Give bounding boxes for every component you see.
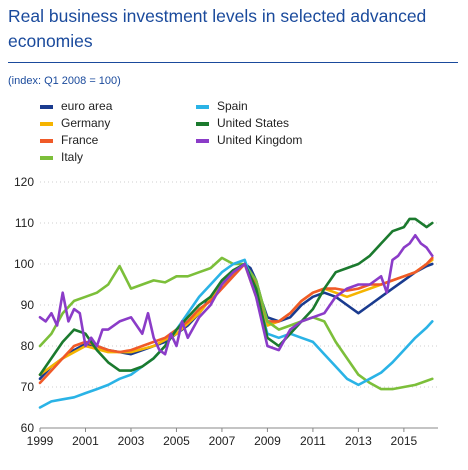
legend-swatch-united-kingdom [196, 138, 209, 143]
chart-subtitle: (index: Q1 2008 = 100) [8, 75, 121, 87]
legend-item-germany: Germany [40, 115, 112, 132]
legend-item-spain: Spain [196, 98, 302, 115]
x-tick-label-2007: 2007 [209, 434, 236, 448]
x-tick-label-2013: 2013 [345, 434, 372, 448]
y-tick-label-70: 70 [21, 380, 35, 394]
x-tick-label-2001: 2001 [72, 434, 99, 448]
x-tick-label-2009: 2009 [254, 434, 281, 448]
legend-label-united-kingdom: United Kingdom [217, 133, 303, 147]
x-tick-label-2003: 2003 [118, 434, 145, 448]
y-tick-label-110: 110 [15, 216, 34, 230]
series-line-united-states [38, 217, 434, 376]
x-tick-label-2011: 2011 [300, 434, 326, 448]
y-tick-label-120: 120 [14, 175, 34, 189]
series-line-united-kingdom [38, 234, 434, 356]
legend-label-united-states: United States [217, 116, 290, 130]
y-tick-label-60: 60 [21, 421, 35, 435]
legend-swatch-spain [196, 104, 209, 109]
legend-column-right: Spain United States United Kingdom [196, 98, 302, 149]
legend-swatch-italy [40, 155, 53, 160]
series-line-spain [38, 258, 434, 409]
chart-title: Real business investment levels in selec… [8, 6, 427, 51]
legend-label-italy: Italy [61, 150, 84, 164]
y-tick-label-90: 90 [21, 298, 35, 312]
title-divider [8, 62, 458, 63]
legend-swatch-germany [40, 121, 53, 126]
legend-label-france: France [61, 133, 99, 147]
legend-swatch-euro-area [40, 104, 53, 109]
x-tick-label-2015: 2015 [391, 434, 418, 448]
series-line-germany [38, 258, 434, 376]
legend-label-euro-area: euro area [61, 99, 113, 113]
x-tick-label-1999: 1999 [27, 434, 54, 448]
legend-item-france: France [40, 132, 112, 149]
legend-item-euro-area: euro area [40, 98, 112, 115]
series-line-italy [38, 256, 434, 391]
y-tick-label-100: 100 [14, 257, 34, 271]
y-tick-label-80: 80 [21, 339, 35, 353]
legend-swatch-france [40, 138, 53, 143]
legend-swatch-united-states [196, 121, 209, 126]
series-line-france [38, 256, 434, 385]
x-tick-label-2005: 2005 [163, 434, 190, 448]
legend-item-united-states: United States [196, 115, 302, 132]
legend-label-spain: Spain [217, 99, 248, 113]
legend-item-italy: Italy [40, 149, 112, 166]
legend-item-united-kingdom: United Kingdom [196, 132, 302, 149]
legend-label-germany: Germany [61, 116, 111, 130]
legend-column-left: euro area Germany France Italy [40, 98, 112, 166]
